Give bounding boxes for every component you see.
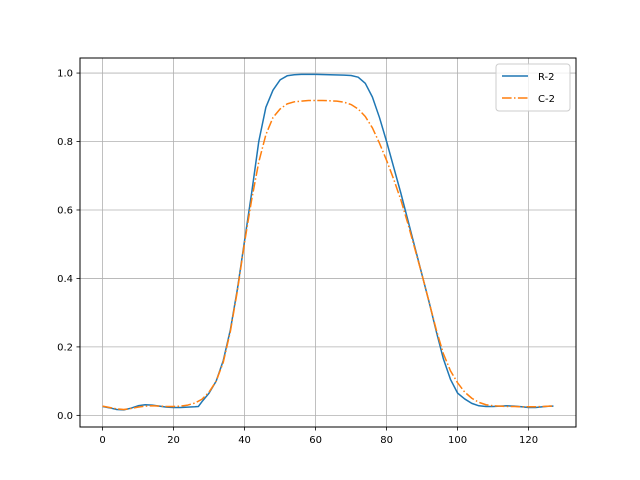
legend-label-r-2: R-2 bbox=[538, 72, 555, 83]
y-tick-label: 0.2 bbox=[57, 342, 73, 353]
y-tick-label: 0.4 bbox=[57, 274, 73, 285]
legend-box bbox=[495, 63, 571, 112]
legend-label-c-2: C-2 bbox=[538, 94, 555, 105]
series-layer bbox=[102, 73, 554, 411]
legend: R-2 C-2 bbox=[495, 63, 571, 112]
series-line-r-2 bbox=[102, 73, 554, 411]
y-tick-label: 0.0 bbox=[57, 411, 73, 422]
x-tick-label: 120 bbox=[519, 435, 538, 446]
x-tick-label: 100 bbox=[448, 435, 467, 446]
y-tick-label: 0.6 bbox=[57, 205, 73, 216]
x-axis: 0 20 40 60 80 100 120 bbox=[99, 427, 538, 446]
plot-area bbox=[80, 58, 576, 427]
x-tick-label: 0 bbox=[99, 435, 105, 446]
y-tick-label: 0.8 bbox=[57, 137, 73, 148]
x-tick-label: 80 bbox=[380, 435, 393, 446]
y-axis: 0.0 0.2 0.4 0.6 0.8 1.0 bbox=[57, 69, 80, 422]
x-tick-label: 20 bbox=[167, 435, 180, 446]
plot-frame bbox=[79, 57, 577, 428]
x-tick-label: 40 bbox=[238, 435, 251, 446]
x-tick-label: 60 bbox=[309, 435, 322, 446]
y-tick-label: 1.0 bbox=[57, 69, 73, 80]
series-line-c-2 bbox=[102, 99, 554, 411]
